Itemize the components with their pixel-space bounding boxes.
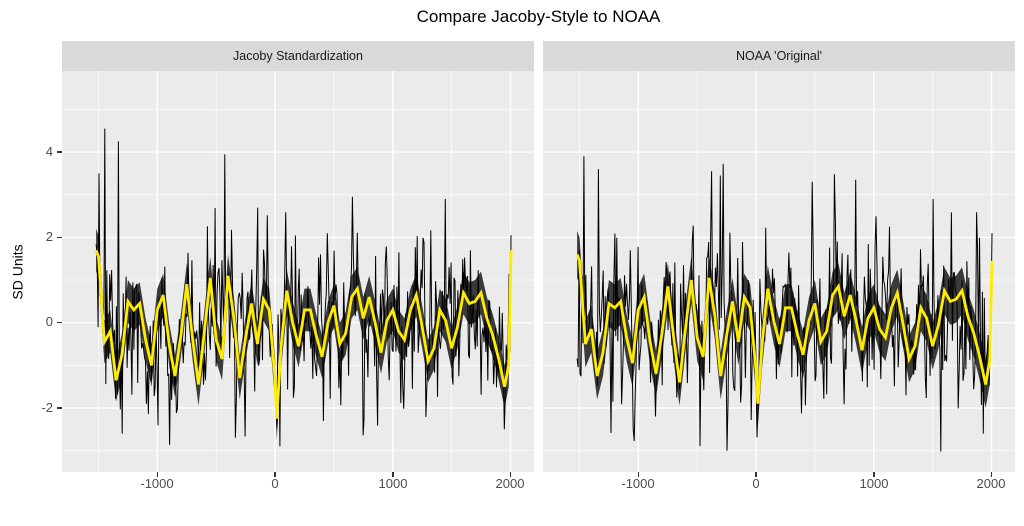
x-tick-label: 2000 <box>976 476 1006 491</box>
y-axis-tick-mark <box>57 151 62 153</box>
x-axis-tick-mark <box>509 472 512 477</box>
y-axis-tick-mark <box>57 236 62 239</box>
x-tick-label: 1000 <box>859 476 889 491</box>
facet-panel-noaa <box>543 71 1015 472</box>
x-axis-tick-mark <box>637 472 640 477</box>
y-tick-label: -2 <box>41 400 53 415</box>
smooth-trend-line <box>94 249 513 419</box>
x-tick-label: -1000 <box>621 476 655 491</box>
facet-strip-label: Jacoby Standardization <box>233 49 363 63</box>
facet-strip-jacoby: Jacoby Standardization <box>62 41 534 71</box>
x-axis-tick-mark <box>990 472 993 477</box>
y-tick-label: 0 <box>45 314 53 329</box>
x-axis-tick-mark <box>873 472 875 477</box>
y-axis-tick-mark <box>57 321 62 324</box>
x-axis-tick-mark <box>274 472 276 477</box>
raw-series-line <box>576 156 993 452</box>
x-tick-label: 0 <box>752 476 760 491</box>
y-tick-label: 4 <box>45 144 53 159</box>
x-tick-label: 0 <box>271 476 279 491</box>
y-tick-label: 2 <box>45 229 53 244</box>
x-axis-tick-mark <box>156 472 159 477</box>
x-tick-label: 2000 <box>495 476 525 491</box>
smooth-trend-line <box>575 253 994 404</box>
x-axis-tick-mark <box>392 472 394 477</box>
x-axis-tick-mark <box>755 472 757 477</box>
chart-canvas-jacoby <box>62 71 534 472</box>
plot-title: Compare Jacoby-Style to NOAA <box>416 7 661 26</box>
x-tick-label: 1000 <box>378 476 408 491</box>
facet-strip-label: NOAA 'Original' <box>735 49 823 63</box>
facet-panel-jacoby <box>62 71 534 472</box>
y-axis-tick-mark <box>57 407 62 409</box>
facet-strip-noaa: NOAA 'Original' <box>543 41 1015 71</box>
x-tick-label: -1000 <box>140 476 174 491</box>
chart-canvas-noaa <box>543 71 1015 472</box>
